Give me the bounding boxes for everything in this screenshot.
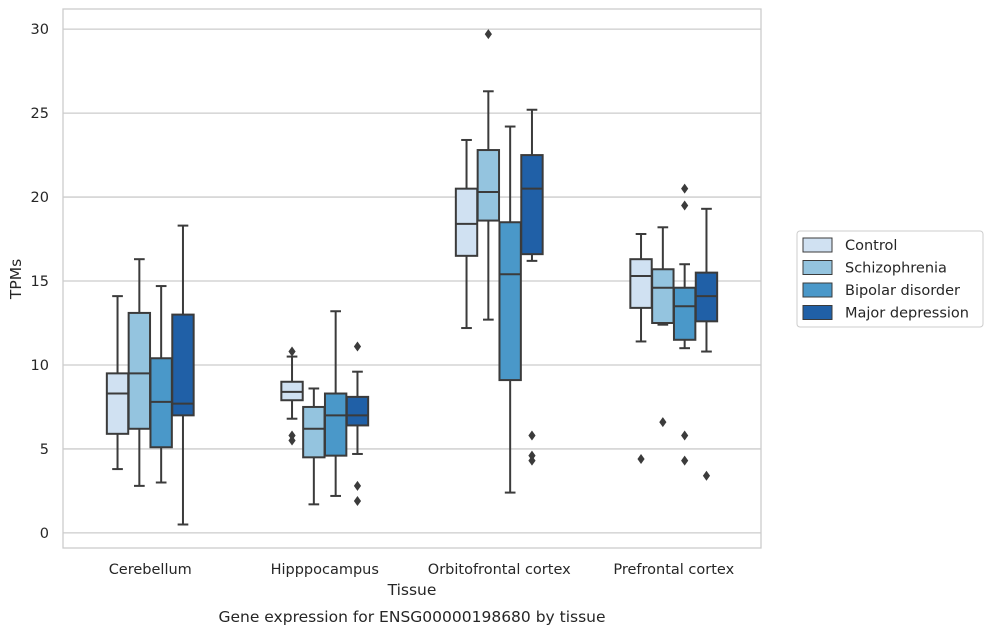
- legend-label: Control: [845, 238, 897, 254]
- box: [476, 149, 501, 222]
- box-group: [149, 285, 173, 484]
- outlier-marker: [288, 435, 296, 446]
- outlier-marker: [484, 29, 492, 40]
- outlier-marker: [528, 450, 536, 461]
- x-tick-label: Hipppocampus: [271, 562, 379, 578]
- x-tick-label: Cerebellum: [109, 562, 192, 578]
- box-group: [302, 387, 326, 506]
- y-tick-label: 25: [31, 106, 49, 122]
- box-group: [345, 341, 370, 506]
- outlier-marker: [528, 430, 536, 441]
- x-axis-label: Tissue: [387, 581, 437, 599]
- outlier-marker: [681, 455, 689, 466]
- box: [345, 395, 370, 427]
- box-group: [127, 258, 152, 487]
- box-group: [498, 125, 522, 494]
- box: [302, 405, 326, 459]
- y-tick-label: 15: [31, 274, 49, 290]
- outlier-marker: [659, 417, 667, 428]
- box: [454, 187, 479, 257]
- box-group: [171, 224, 195, 526]
- y-axis-label: TPMs: [7, 259, 25, 300]
- box-group: [454, 138, 479, 330]
- outlier-marker: [288, 430, 296, 441]
- box: [520, 154, 544, 256]
- legend-label: Schizophrenia: [845, 261, 947, 277]
- box: [171, 313, 195, 417]
- legend: Control Schizophrenia Bipolar disorder Majo…: [796, 230, 984, 328]
- box-group: [323, 310, 348, 497]
- y-tick-label: 20: [31, 190, 49, 206]
- outlier-marker: [681, 430, 689, 441]
- box: [323, 392, 348, 457]
- box-group: [280, 346, 304, 446]
- y-tick-label: 0: [40, 526, 49, 542]
- plot-frame: [62, 8, 762, 549]
- legend-swatch: [802, 260, 833, 275]
- box: [672, 286, 697, 341]
- legend-swatch: [802, 305, 833, 320]
- legend-swatch: [802, 237, 833, 253]
- box-group: [629, 233, 653, 465]
- box: [105, 372, 130, 435]
- outlier-marker: [637, 454, 645, 465]
- legend-frame: [796, 230, 984, 328]
- box-group: [651, 226, 675, 428]
- y-tick-label: 10: [31, 358, 49, 374]
- box-group: [105, 295, 130, 471]
- outlier-marker: [681, 183, 689, 194]
- outlier-marker: [288, 346, 296, 357]
- outlier-marker: [681, 200, 689, 211]
- figure-caption: Gene expression for ENSG00000198680 by t…: [218, 608, 605, 626]
- y-tick-label: 5: [40, 442, 49, 458]
- legend-label: Bipolar disorder: [845, 283, 960, 299]
- legend-label: Major depression: [845, 306, 969, 322]
- outlier-marker: [353, 341, 362, 352]
- outlier-marker: [353, 480, 362, 491]
- outlier-marker: [528, 455, 536, 466]
- outlier-marker: [702, 470, 711, 481]
- box-group: [694, 207, 719, 481]
- x-axis-ticks: Cerebellum Hipppocampus Orbitofrontal cort…: [109, 562, 735, 578]
- y-tick-label: 30: [31, 22, 49, 38]
- box: [498, 221, 522, 382]
- box-group: [520, 108, 544, 466]
- box: [651, 268, 675, 324]
- x-tick-label: Prefrontal cortex: [613, 562, 734, 578]
- box-group: [672, 183, 697, 466]
- box: [629, 258, 653, 309]
- legend-items: Control Schizophrenia Bipolar disorder Majo…: [802, 237, 969, 322]
- outlier-marker: [353, 495, 362, 506]
- y-axis-ticks: 0 5 10 15 20 25 30: [31, 22, 49, 542]
- box: [127, 311, 152, 430]
- boxes: [105, 29, 719, 526]
- x-tick-label: Orbitofrontal cortex: [428, 562, 571, 578]
- box-group: [476, 29, 501, 321]
- legend-swatch: [802, 282, 833, 298]
